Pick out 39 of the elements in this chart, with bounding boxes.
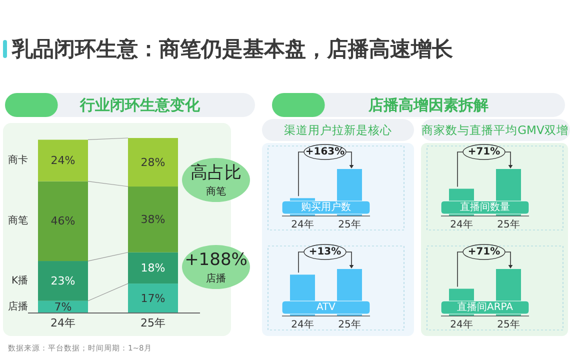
text: 店播高增因素拆解 [368,96,488,114]
x-tick-label: 24年 [291,318,314,330]
x-tick-label: 24年 [291,218,314,230]
data-label: 28% [140,156,166,169]
x-tick-label: 25年 [497,318,520,330]
x-tick-label: 25年 [338,318,361,330]
data-label: 23% [50,274,76,288]
text: +163% [305,146,345,158]
chart-subtitle: 渠道用户拉新是核心 [284,123,392,137]
data-label: 7% [54,300,72,314]
text: +71% [468,246,500,258]
text: +71% [468,146,500,158]
annotation: 购买用户数 [301,201,351,213]
data-label: 46% [50,214,76,228]
annotation: 直播间ARPA [456,301,514,313]
series-label: 商卡 [8,154,28,166]
data-label: 24% [50,154,76,168]
chart-subtitle: 商家数与直播平均GMV双增 [422,123,568,137]
annotation: 直播间数量 [460,201,510,213]
text: 店播 [206,272,226,284]
chart-subtitle: 行业闭环生意变化 [79,96,201,114]
annotation: 高占比 [190,163,242,183]
x-tick-label: 24年 [450,218,473,230]
annotation: +188% [184,250,248,270]
chart-title: 乳品闭环生意：商笔仍是基本盘，店播高速增长 [11,37,454,61]
x-tick-label: 25年 [140,316,166,330]
x-tick-label: 24年 [450,318,473,330]
text: 商笔 [206,186,226,198]
data-label: 38% [140,212,166,226]
annotation: ATV [316,302,336,313]
x-tick-label: 25年 [497,218,520,230]
data-label: 17% [140,292,166,305]
series-label: 商笔 [8,214,28,227]
data-label: 18% [140,261,166,274]
x-tick-label: 25年 [338,218,361,230]
x-tick-label: 24年 [50,316,76,330]
series-label: K播 [11,274,28,286]
text: +13% [308,246,342,258]
series-label: 店播 [8,300,28,312]
